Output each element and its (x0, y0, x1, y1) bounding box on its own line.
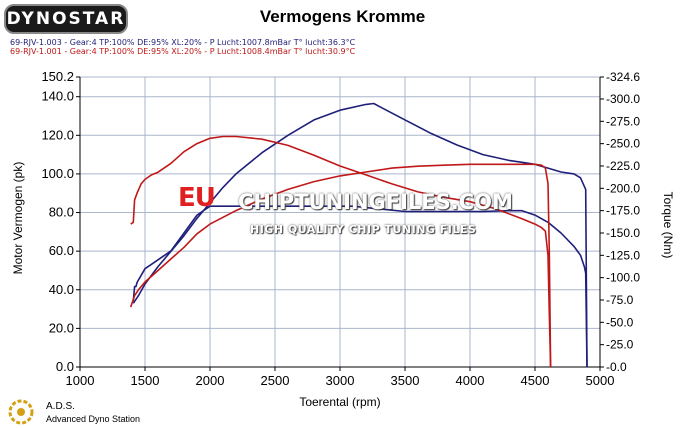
y2-tick-label: -150.0 (606, 226, 640, 240)
series-group (129, 102, 588, 368)
x-tick-label: 2500 (261, 373, 290, 388)
y-tick-label: 20.0 (49, 320, 74, 335)
y2-tick-label: -225.0 (606, 159, 640, 173)
x-tick-label: 3000 (326, 373, 355, 388)
tick-labels: 1000 1500 2000 2500 3000 3500 4000 4500 5000 0.0 2… (41, 69, 640, 388)
y2-tick-label: -100.0 (606, 271, 640, 285)
y2-axis-label: Torque (Nm) (661, 192, 675, 259)
y2-tick-label: -175.0 (606, 204, 640, 218)
run1-power-line (132, 102, 588, 368)
run-info-2: 69-RJV-1.001 - Gear:4 TP:100% DE:95% XL:… (10, 47, 356, 56)
footer-ads: A.D.S. (46, 401, 75, 412)
y2-tick-label: -275.0 (606, 114, 640, 128)
watermark-brand-eu: EU (178, 183, 216, 213)
y-tick-label: 40.0 (49, 282, 74, 297)
y2-tick-label: -50.0 (606, 315, 634, 329)
y-tick-label: 150.2 (41, 69, 74, 84)
watermark-tagline: HIGH QUALITY CHIP TUNING FILES (250, 223, 477, 236)
run2-torque-line (130, 135, 552, 368)
y-tick-label: 80.0 (49, 205, 74, 220)
y2-tick-label: -200.0 (606, 181, 640, 195)
y2-tick-label: -0.0 (606, 360, 627, 374)
x-tick-label: 1000 (66, 373, 95, 388)
x-tick-label: 4000 (456, 373, 485, 388)
y-tick-label: 60.0 (49, 243, 74, 258)
y-axis-label: Motor Vermogen (pk) (11, 162, 25, 275)
x-axis-label: Toerental (rpm) (299, 395, 380, 409)
run2-power-line (129, 163, 552, 368)
dynostar-logo: DYNOSTAR (4, 4, 128, 34)
run1-torque-line (132, 205, 588, 368)
y2-tick-label: -300.0 (606, 92, 640, 106)
grid (79, 76, 601, 368)
x-tick-label: 4500 (521, 373, 550, 388)
ads-logo-icon (8, 399, 34, 425)
x-tick-label: 3500 (391, 373, 420, 388)
x-tick-label: 1500 (131, 373, 160, 388)
x-tick-label: 5000 (586, 373, 615, 388)
chart-title: Vermogens Kromme (259, 7, 426, 26)
y2-tick-label: -324.6 (606, 70, 640, 84)
y2-tick-label: -75.0 (606, 293, 634, 307)
y-tick-label: 100.0 (41, 166, 74, 181)
x-tick-label: 2000 (196, 373, 225, 388)
y2-tick-label: -125.0 (606, 248, 640, 262)
y-tick-label: 0.0 (56, 359, 74, 374)
y2-tick-label: -25.0 (606, 338, 634, 352)
run-info-1: 69-RJV-1.003 - Gear:4 TP:100% DE:95% XL:… (10, 38, 356, 47)
y-tick-label: 120.0 (41, 127, 74, 142)
y2-tick-label: -250.0 (606, 137, 640, 151)
watermark-brand-site: CHIPTUNINGFILES.COM (238, 190, 513, 214)
footer-station: Advanced Dyno Station (46, 414, 141, 424)
y-tick-label: 140.0 (41, 89, 74, 104)
axes (76, 76, 604, 371)
